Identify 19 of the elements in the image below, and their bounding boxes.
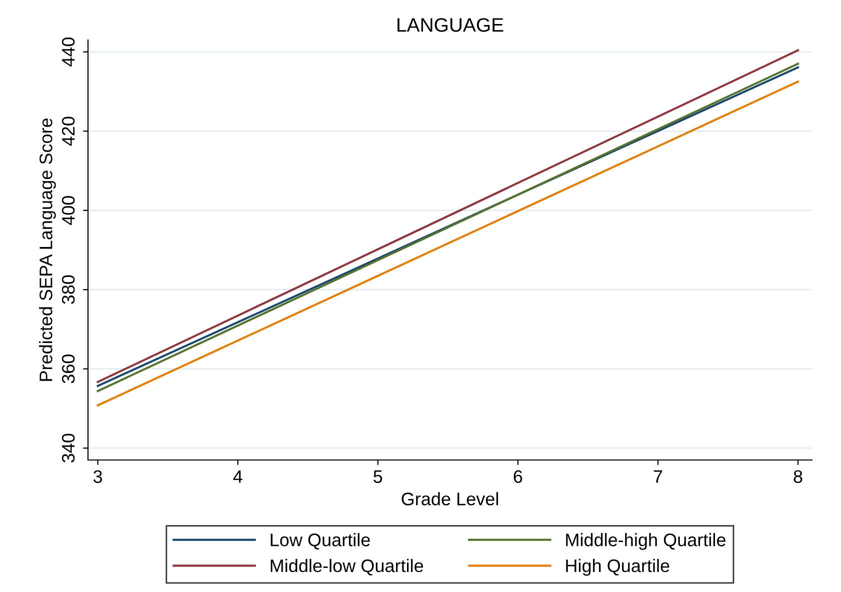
y-tick-label: 400 bbox=[62, 196, 75, 226]
legend-label: Middle-high Quartile bbox=[566, 533, 726, 550]
y-axis-title: Predicted SEPA Language Score bbox=[39, 118, 56, 381]
y-tick-label: 420 bbox=[62, 116, 75, 146]
y-tick-label: 340 bbox=[62, 434, 75, 462]
legend-label: Low Quartile bbox=[270, 533, 370, 550]
x-tick-label: 5 bbox=[374, 470, 382, 483]
x-tick-label: 4 bbox=[233, 470, 242, 483]
y-tick-label: 380 bbox=[62, 275, 75, 304]
x-axis-title: Grade Level bbox=[402, 492, 498, 506]
chart-title: LANGUAGE bbox=[398, 18, 504, 32]
x-tick-label: 6 bbox=[514, 470, 522, 483]
x-tick-label: 3 bbox=[93, 470, 102, 483]
x-tick-label: 7 bbox=[654, 470, 662, 483]
y-tick-label: 360 bbox=[62, 354, 75, 384]
x-tick-label: 8 bbox=[794, 470, 802, 483]
legend-label: High Quartile bbox=[566, 558, 670, 576]
legend-label: Middle-low Quartile bbox=[270, 558, 424, 576]
y-tick-label: 440 bbox=[62, 38, 75, 67]
